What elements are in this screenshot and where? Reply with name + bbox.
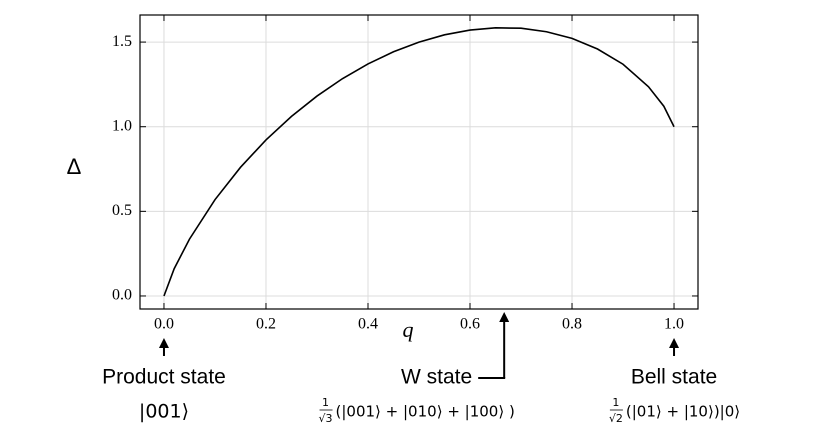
x-tick-label: 0.8 [562, 316, 582, 333]
arrow-head [499, 312, 510, 322]
x-tick-label: 0.0 [154, 316, 174, 333]
y-tick-label: 0.5 [112, 202, 132, 219]
plot-frame [139, 14, 699, 310]
data-line [163, 27, 675, 297]
fraction-denominator: √2 [609, 412, 623, 425]
y-axis-label: Δ [67, 154, 82, 179]
annotation-formula: (|01⟩ + |10⟩)|0⟩ [626, 403, 740, 421]
x-tick-label: 1.0 [664, 316, 684, 333]
annotation-formula: |001⟩ [139, 401, 189, 423]
annotation-formula: (|001⟩ + |010⟩ + |100⟩ ) [336, 403, 515, 421]
y-tick-label: 0.0 [112, 287, 132, 304]
x-tick-label: 0.6 [460, 316, 480, 333]
y-tick-label: 1.5 [112, 33, 132, 50]
annotation-label: Product state [102, 366, 226, 389]
arrow-head [669, 338, 680, 348]
fraction-numerator: 1 [322, 396, 329, 409]
fraction-denominator: √3 [319, 412, 333, 425]
arrow-head [158, 338, 169, 348]
fraction-numerator: 1 [612, 396, 619, 409]
annotation-label: Bell state [631, 366, 717, 389]
annotation-label: W state [401, 366, 472, 389]
x-axis-label: q [403, 317, 414, 342]
x-tick-label: 0.4 [358, 316, 378, 333]
x-tick-label: 0.2 [256, 316, 276, 333]
y-tick-label: 1.0 [112, 117, 132, 134]
